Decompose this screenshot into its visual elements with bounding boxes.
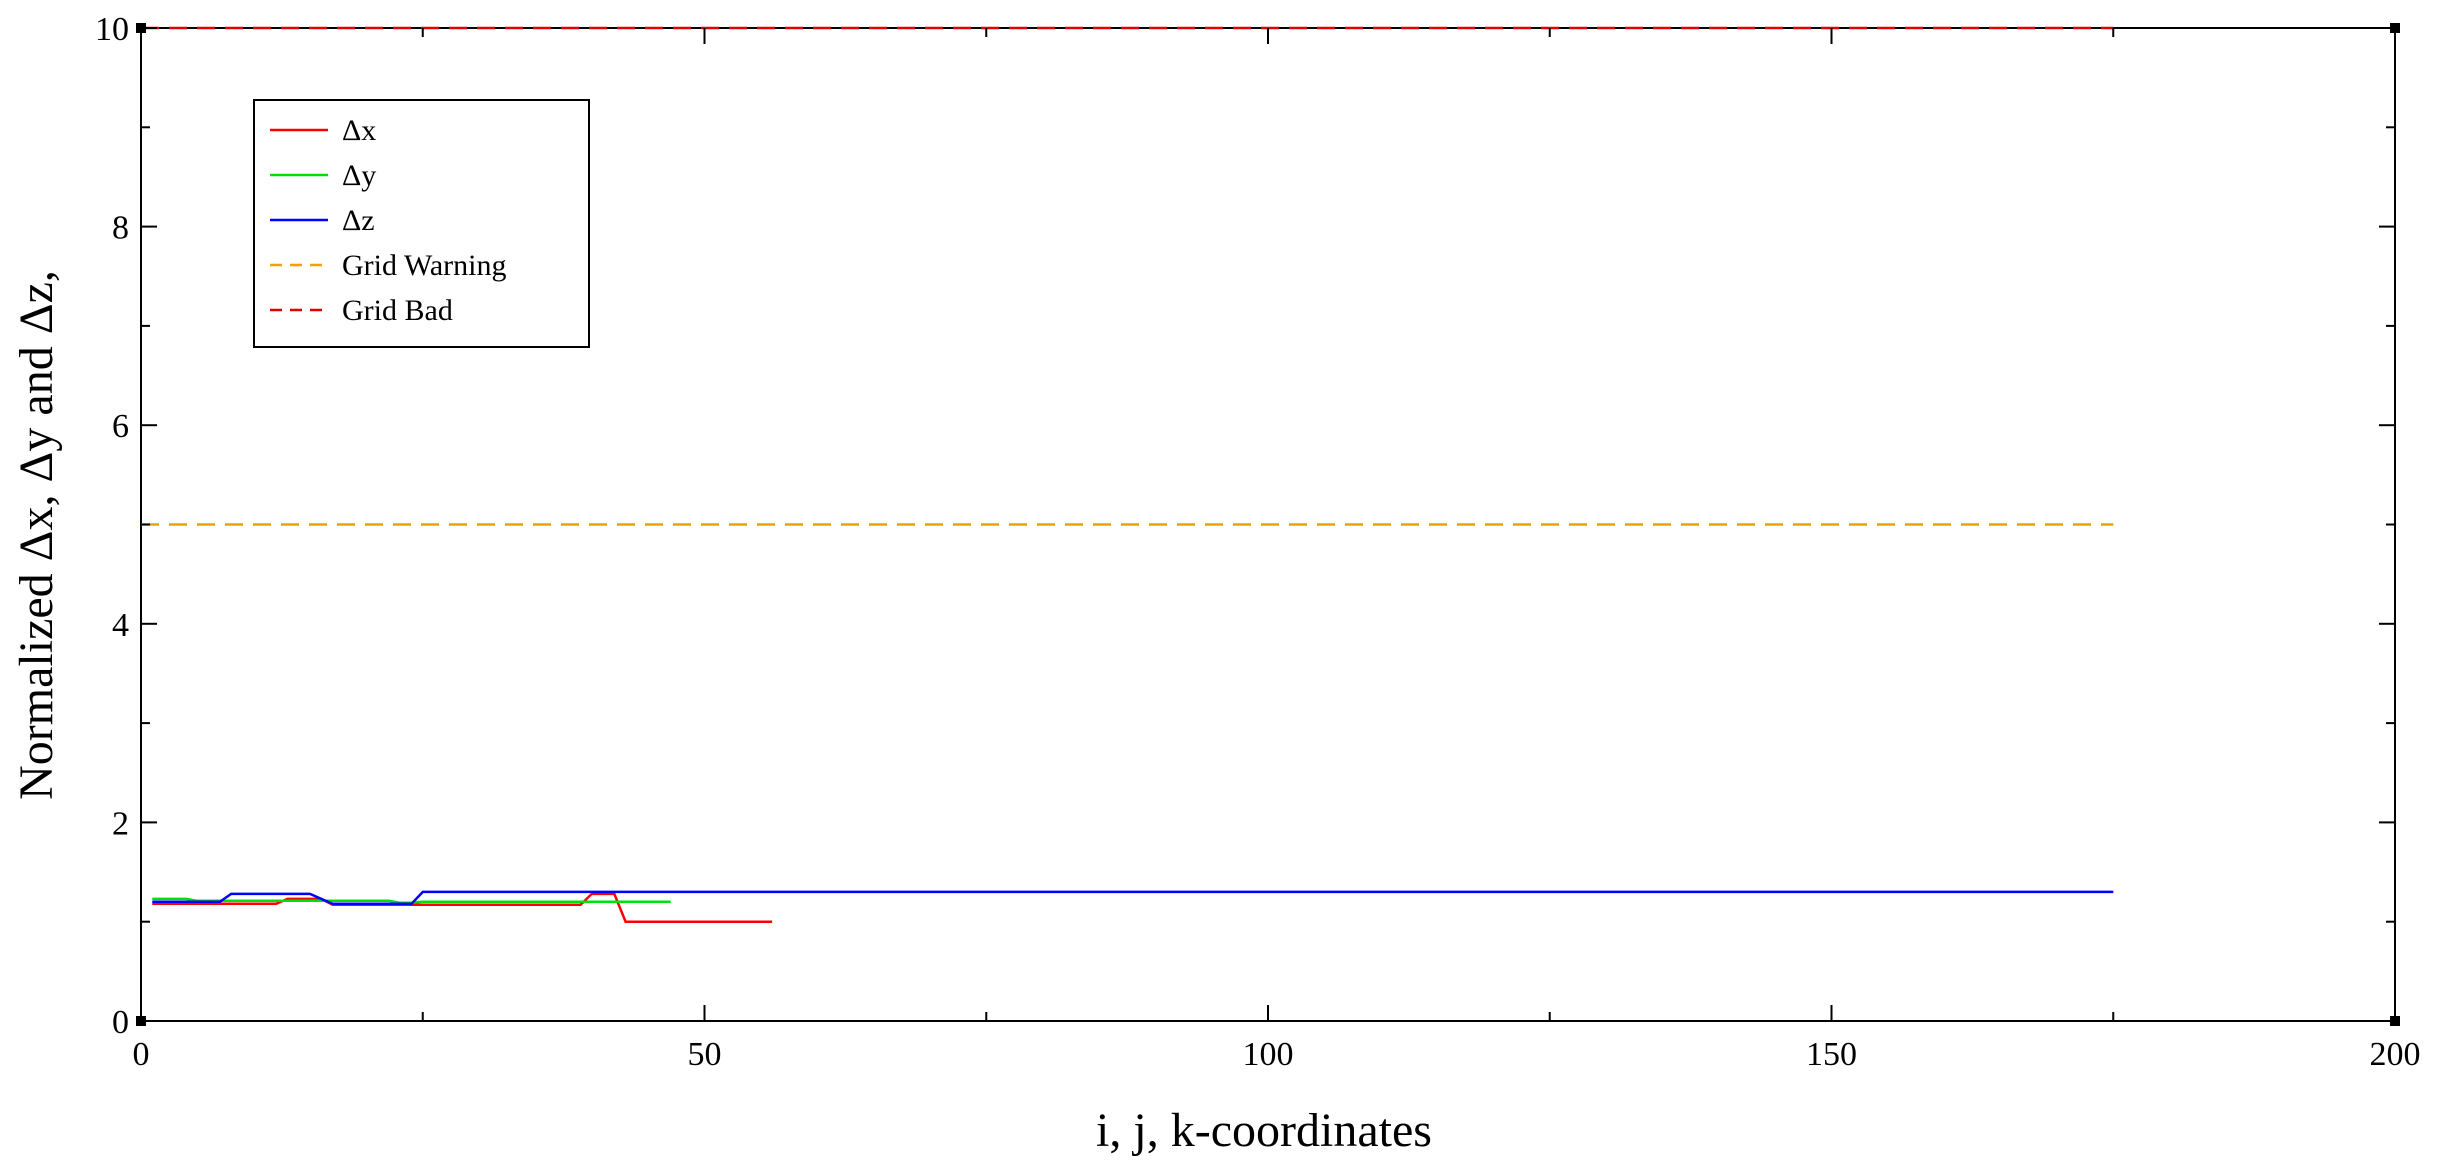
- corner-marker: [136, 23, 146, 33]
- y-axis-title: Normalized Δx, Δy and Δz,: [10, 270, 63, 800]
- y-tick-label: 0: [112, 1004, 129, 1041]
- legend: Δx Δy Δz Grid Warning Grid Bad: [253, 99, 590, 348]
- x-tick-label: 100: [1243, 1036, 1294, 1073]
- x-tick-label: 150: [1806, 1036, 1857, 1073]
- corner-marker: [2390, 23, 2400, 33]
- y-tick-label: 4: [112, 607, 129, 644]
- series-line-1: [152, 892, 773, 923]
- series-line-3: [152, 890, 2114, 906]
- y-tick-label: 2: [112, 805, 129, 842]
- legend-label-4: Grid Warning: [342, 249, 507, 282]
- x-tick-label: 0: [133, 1036, 150, 1073]
- y-tick-label: 6: [112, 408, 129, 445]
- axes: 0 50 100 150 200 0 2 4 6 8 10: [95, 11, 2421, 1073]
- x-tick-label: 200: [2370, 1036, 2421, 1073]
- series-line-2: [152, 897, 671, 905]
- y-tick-label: 8: [112, 210, 129, 247]
- corner-marker: [2390, 1016, 2400, 1026]
- legend-label-1: Δx: [342, 114, 376, 147]
- legend-label-5: Grid Bad: [342, 294, 453, 327]
- legend-label-3: Δz: [342, 204, 375, 237]
- x-tick-label: 50: [688, 1036, 722, 1073]
- series-layer: [141, 26, 2114, 923]
- legend-label-2: Δy: [342, 159, 376, 192]
- y-tick-label: 10: [95, 11, 129, 48]
- corner-marker: [136, 1016, 146, 1026]
- legend-box: [253, 99, 590, 348]
- x-axis-title: i, j, k-coordinates: [1096, 1104, 1432, 1157]
